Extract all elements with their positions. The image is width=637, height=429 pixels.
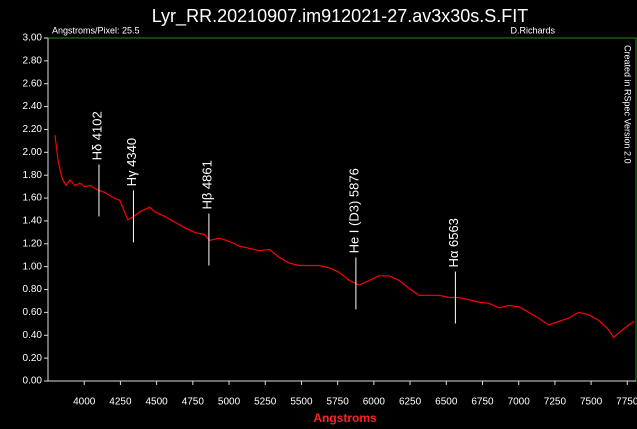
y-tick-label: 0.00 [23, 376, 43, 387]
y-tick-label: 2.00 [23, 147, 43, 158]
x-tick-label: 4500 [145, 397, 168, 408]
x-tick-label: 5250 [254, 397, 277, 408]
y-tick-label: 0.20 [23, 353, 43, 364]
x-tick-label: 7000 [508, 397, 531, 408]
chart-title: Lyr_RR.20210907.im912021-27.av3x30s.S.FI… [152, 6, 529, 27]
line-label: Hβ 4861 [199, 160, 214, 209]
y-tick-label: 1.80 [23, 170, 43, 181]
x-tick-label: 6750 [471, 397, 494, 408]
x-tick-label: 7750 [616, 397, 637, 408]
y-tick-label: 2.60 [23, 78, 43, 89]
y-tick-label: 0.40 [23, 330, 43, 341]
x-tick-label: 4250 [109, 397, 132, 408]
line-label: Hγ 4340 [124, 138, 139, 186]
x-axis-title: Angstroms [313, 411, 377, 425]
y-tick-label: 3.00 [23, 33, 43, 44]
x-tick-label: 5750 [327, 397, 350, 408]
x-tick-label: 7500 [580, 397, 603, 408]
y-tick-label: 2.40 [23, 101, 43, 112]
line-label: Hα 6563 [446, 218, 461, 267]
line-label: He I (D3) 5876 [346, 168, 361, 253]
x-tick-label: 6000 [363, 397, 386, 408]
x-tick-label: 4000 [73, 397, 96, 408]
side-note: Created in RSpec Version 2.0 [623, 45, 633, 164]
y-tick-label: 1.60 [23, 193, 43, 204]
x-tick-label: 5000 [218, 397, 241, 408]
y-tick-label: 2.80 [23, 56, 43, 67]
y-tick-label: 0.60 [23, 307, 43, 318]
y-tick-label: 1.20 [23, 238, 43, 249]
x-tick-label: 6250 [399, 397, 422, 408]
x-tick-label: 6500 [435, 397, 458, 408]
x-tick-label: 7250 [544, 397, 567, 408]
x-tick-label: 4750 [182, 397, 205, 408]
subtitle-right: D.Richards [510, 25, 555, 35]
spectrum-line [54, 135, 635, 339]
x-tick-label: 5500 [290, 397, 313, 408]
y-tick-label: 0.80 [23, 284, 43, 295]
line-label: Hδ 4102 [89, 111, 104, 160]
y-tick-label: 1.40 [23, 216, 43, 227]
y-tick-label: 2.20 [23, 124, 43, 135]
subtitle-left: Angstroms/Pixel: 25.5 [52, 25, 140, 35]
y-tick-label: 1.00 [23, 261, 43, 272]
